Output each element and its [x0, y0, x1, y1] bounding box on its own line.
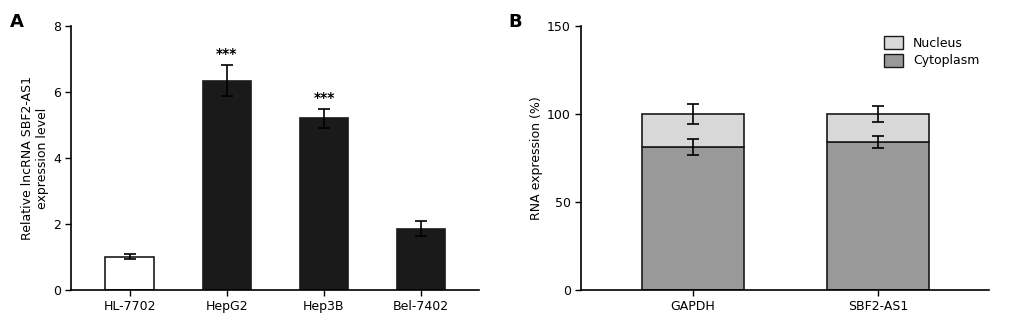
- Text: A: A: [10, 13, 24, 31]
- Bar: [203, 81, 251, 290]
- Bar: [641, 114, 743, 147]
- Text: ***: ***: [216, 47, 237, 61]
- Bar: [826, 142, 928, 290]
- Text: ***: ***: [313, 91, 334, 105]
- Y-axis label: RNA expression (%): RNA expression (%): [530, 96, 542, 220]
- Bar: [641, 147, 743, 290]
- Text: B: B: [507, 13, 521, 31]
- Bar: [396, 229, 445, 290]
- Bar: [826, 114, 928, 142]
- Y-axis label: Relative lncRNA SBF2-AS1
expression level: Relative lncRNA SBF2-AS1 expression leve…: [20, 76, 49, 240]
- Bar: [105, 257, 154, 290]
- Bar: [300, 118, 347, 290]
- Legend: Nucleus, Cytoplasm: Nucleus, Cytoplasm: [879, 33, 982, 71]
